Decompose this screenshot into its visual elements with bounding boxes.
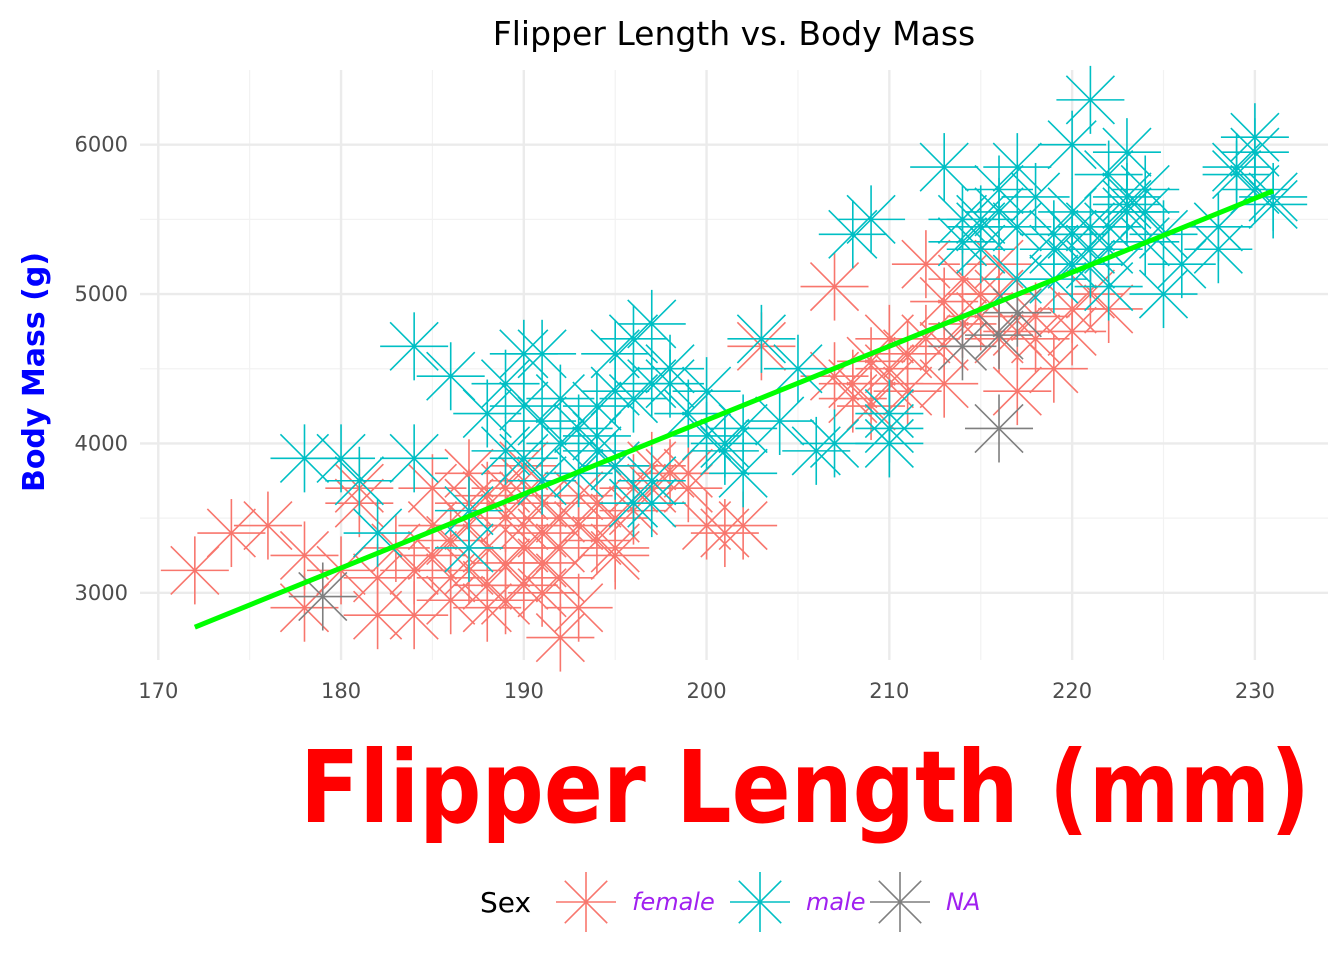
data-point: [545, 574, 613, 642]
y-tick-label: 4000: [75, 431, 128, 455]
data-point: [983, 357, 1051, 425]
data-point: [1221, 118, 1289, 186]
x-tick-label: 190: [504, 679, 544, 703]
data-point: [618, 469, 686, 537]
data-point: [855, 380, 923, 448]
data-point: [1038, 111, 1106, 179]
data-point: [819, 365, 887, 433]
data-point: [709, 439, 777, 507]
data-point: [782, 417, 850, 485]
legend-label-male: male: [806, 888, 866, 916]
data-point: [599, 365, 667, 433]
trend-line-group: [195, 191, 1273, 627]
data-point: [344, 499, 412, 567]
x-tick-label: 210: [869, 679, 909, 703]
data-point: [508, 320, 576, 388]
x-tick-label: 220: [1052, 679, 1092, 703]
data-point: [1239, 163, 1307, 231]
data-point: [508, 387, 576, 455]
x-tick-label: 200: [687, 679, 727, 703]
data-point: [197, 499, 265, 567]
data-point: [325, 447, 393, 515]
x-tick-label: 170: [138, 679, 178, 703]
data-point: [380, 424, 448, 492]
data-point: [727, 305, 795, 373]
y-tick-label: 3000: [75, 581, 128, 605]
y-tick-labels: 3000 4000 5000 6000: [75, 133, 128, 605]
data-point: [1075, 253, 1143, 321]
major-gridlines: [140, 70, 1328, 660]
minor-gridlines: [140, 70, 1328, 660]
series-male: [270, 66, 1307, 582]
data-point: [983, 279, 1051, 347]
legend-label-female: female: [632, 888, 715, 916]
data-point: [1056, 66, 1124, 134]
data-point: [508, 559, 576, 627]
data-point: [1111, 155, 1179, 223]
data-point: [746, 387, 814, 455]
data-point: [581, 320, 649, 388]
data-point: [910, 133, 978, 201]
x-axis-label: Flipper Length (mm): [300, 729, 1310, 846]
data-point: [819, 200, 887, 268]
legend: Sex female male NA: [480, 872, 980, 932]
data-point: [691, 499, 759, 567]
data-point: [380, 312, 448, 380]
legend-label-na: NA: [946, 888, 980, 916]
data-point: [307, 424, 375, 492]
data-point: [1002, 282, 1070, 350]
legend-title: Sex: [480, 886, 531, 919]
data-point: [453, 574, 521, 642]
data-point: [947, 215, 1015, 283]
data-point: [599, 305, 667, 373]
x-tick-label: 180: [321, 679, 361, 703]
data-point: [563, 372, 631, 440]
x-tick-label: 230: [1235, 679, 1275, 703]
trend-line: [195, 191, 1273, 627]
data-point: [1020, 335, 1088, 403]
data-point: [965, 178, 1033, 246]
data-point: [965, 394, 1033, 462]
data-point: [910, 350, 978, 418]
legend-key-na: [870, 872, 930, 932]
y-axis-label: Body Mass (g): [17, 252, 52, 492]
y-tick-label: 6000: [75, 133, 128, 157]
data-point: [691, 417, 759, 485]
legend-key-male: [730, 872, 790, 932]
data-point: [837, 185, 905, 253]
y-tick-label: 5000: [75, 282, 128, 306]
data-point: [234, 492, 302, 560]
chart-title: Flipper Length vs. Body Mass: [493, 14, 975, 53]
data-point: [581, 514, 649, 582]
data-point: [472, 417, 540, 485]
legend-key-female: [556, 872, 616, 932]
x-tick-labels: 170 180 190 200 210 220 230: [138, 679, 1275, 703]
data-point: [618, 290, 686, 358]
data-point: [508, 447, 576, 515]
data-point: [892, 230, 960, 298]
data-point: [874, 357, 942, 425]
data-point: [801, 253, 869, 321]
